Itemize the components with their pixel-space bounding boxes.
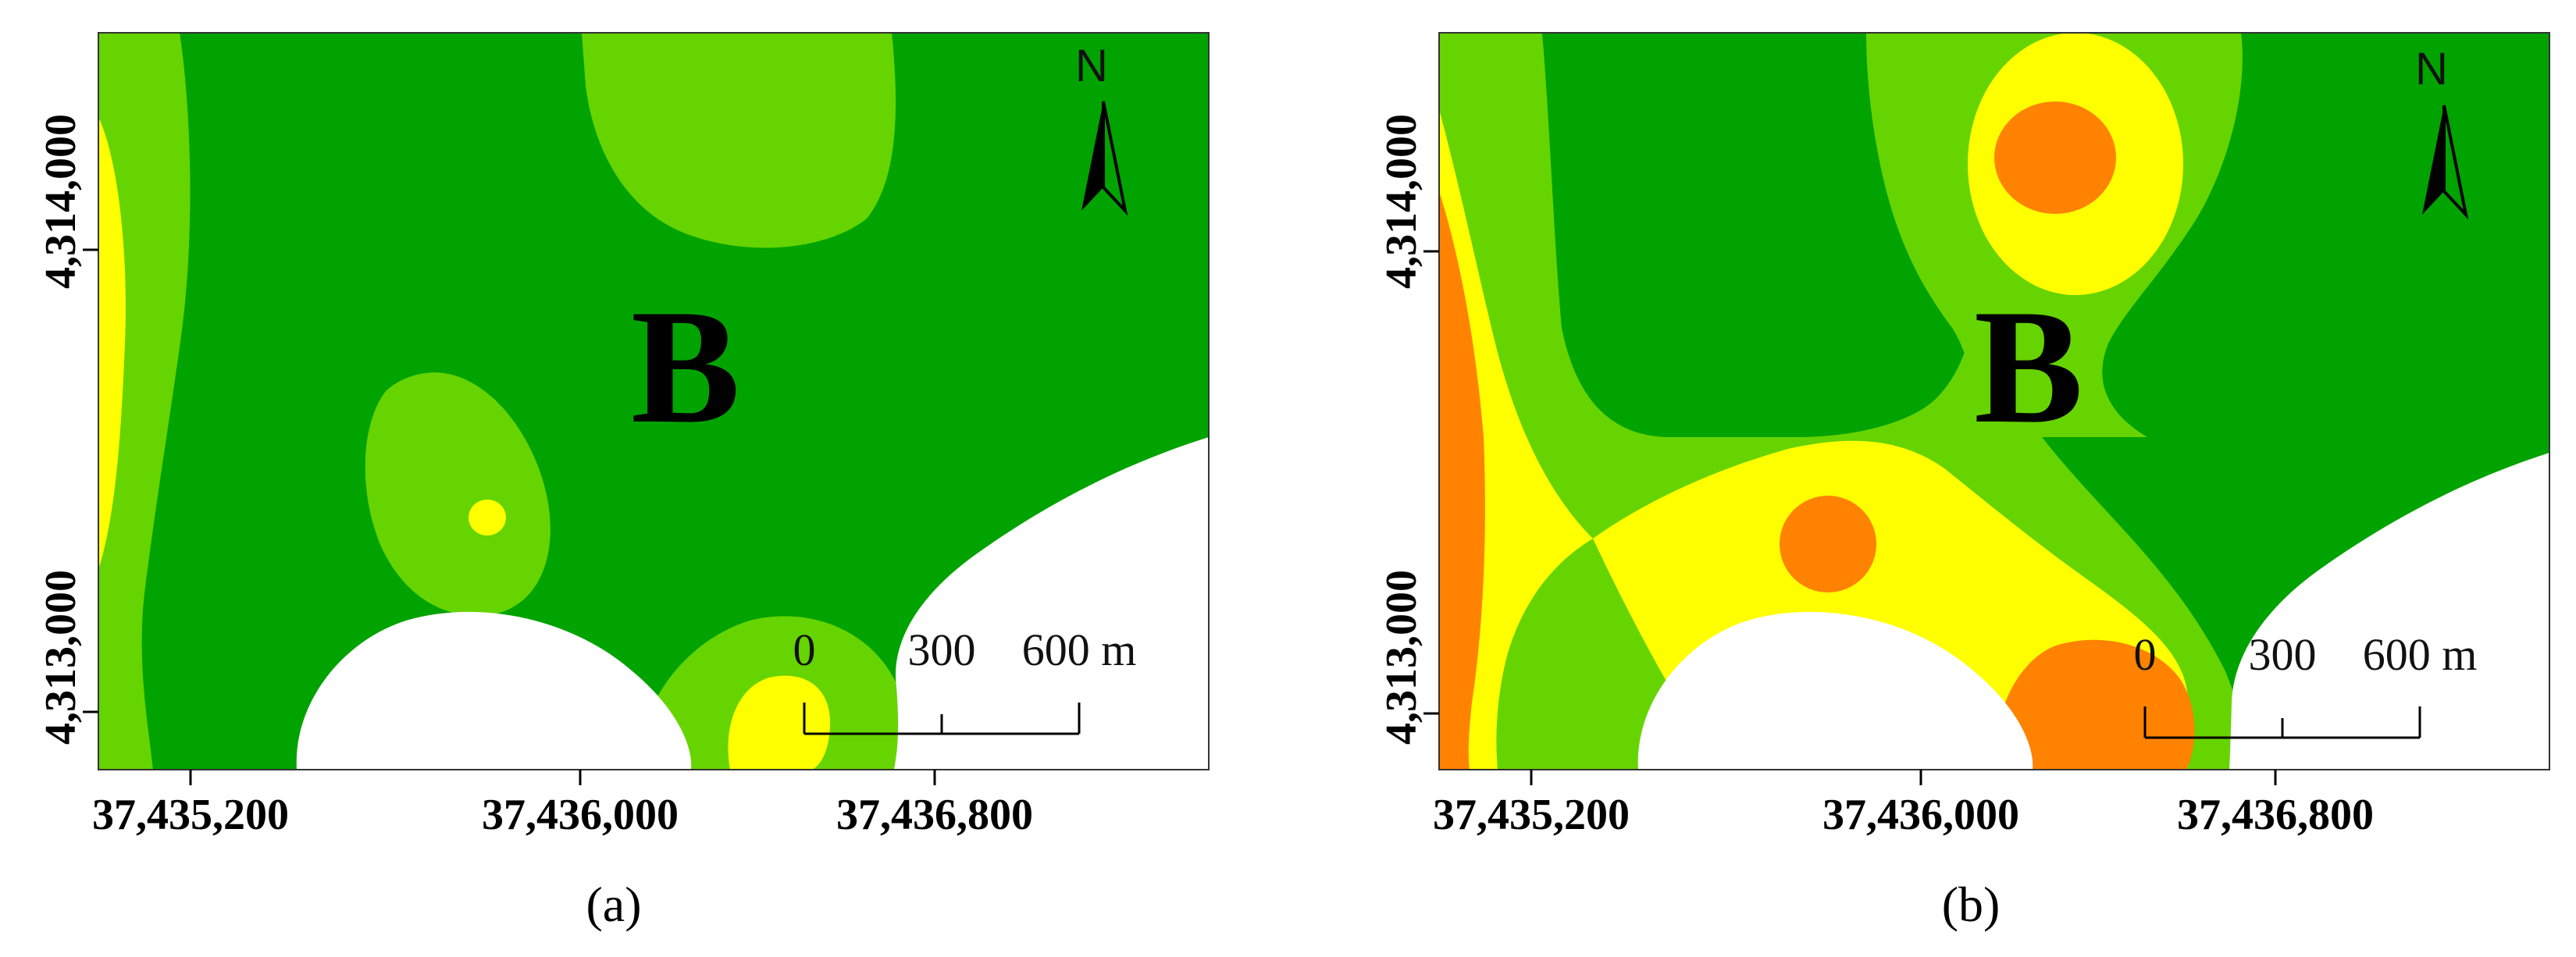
y-tick-label: 4,313,000: [37, 570, 85, 745]
orange-zone-top: [1994, 101, 2116, 214]
panel-a-frame: [98, 32, 1210, 770]
north-arrow-icon: [2422, 105, 2469, 220]
yellow-zone-small: [469, 500, 506, 535]
yellow-zone-left: [98, 117, 126, 570]
light-green-zone-left: [98, 33, 191, 770]
no-data-area-right: [2229, 453, 2549, 770]
panel-b-frame: [1438, 32, 2550, 770]
scale-bar: [803, 703, 1081, 735]
orange-zone-left: [1439, 191, 1485, 770]
north-label: N: [2415, 44, 2448, 94]
light-green-zone-top: [582, 33, 896, 248]
north-label: N: [1075, 41, 1108, 91]
yellow-zone-bottom: [728, 675, 831, 770]
no-data-area-bottom: [1637, 611, 2033, 770]
scale-label: 0: [793, 624, 816, 675]
y-tick-label: 4,313,000: [1377, 570, 1426, 745]
x-tick-label: 37,435,200: [92, 791, 289, 839]
panel-a-map: [98, 33, 1209, 770]
scale-label: 600 m: [1022, 624, 1137, 675]
orange-zone-middle: [1780, 496, 1876, 592]
light-green-zone-middle: [365, 372, 550, 616]
scale-bar: [2143, 706, 2421, 739]
zone-label: B: [631, 276, 740, 457]
scale-label: 0: [2134, 629, 2157, 680]
panel-a: 37,435,200 37,436,000 37,436,800 4,314,0…: [37, 32, 1210, 932]
scale-label: 600 m: [2363, 629, 2478, 680]
x-tick-label: 37,436,800: [836, 791, 1033, 839]
no-data-area-bottom: [296, 611, 692, 770]
scale-label: 300: [2249, 629, 2317, 680]
panel-caption: (a): [586, 877, 641, 932]
zone-label: B: [1974, 276, 2083, 457]
north-arrow-icon: [1081, 101, 1128, 216]
panel-b-map: [1439, 33, 2549, 770]
scale-label: 300: [908, 624, 976, 675]
x-tick-label: 37,436,800: [2177, 791, 2374, 839]
panel-caption: (b): [1942, 877, 2001, 932]
x-tick-label: 37,436,000: [1822, 791, 2019, 839]
x-tick-label: 37,436,000: [482, 791, 679, 839]
no-data-area-right: [894, 437, 1209, 770]
x-tick-label: 37,435,200: [1433, 791, 1630, 839]
panel-b: 37,435,200 37,436,000 37,436,800 4,314,0…: [1377, 32, 2550, 932]
y-tick-label: 4,314,000: [37, 114, 85, 289]
y-tick-label: 4,314,000: [1377, 114, 1426, 289]
